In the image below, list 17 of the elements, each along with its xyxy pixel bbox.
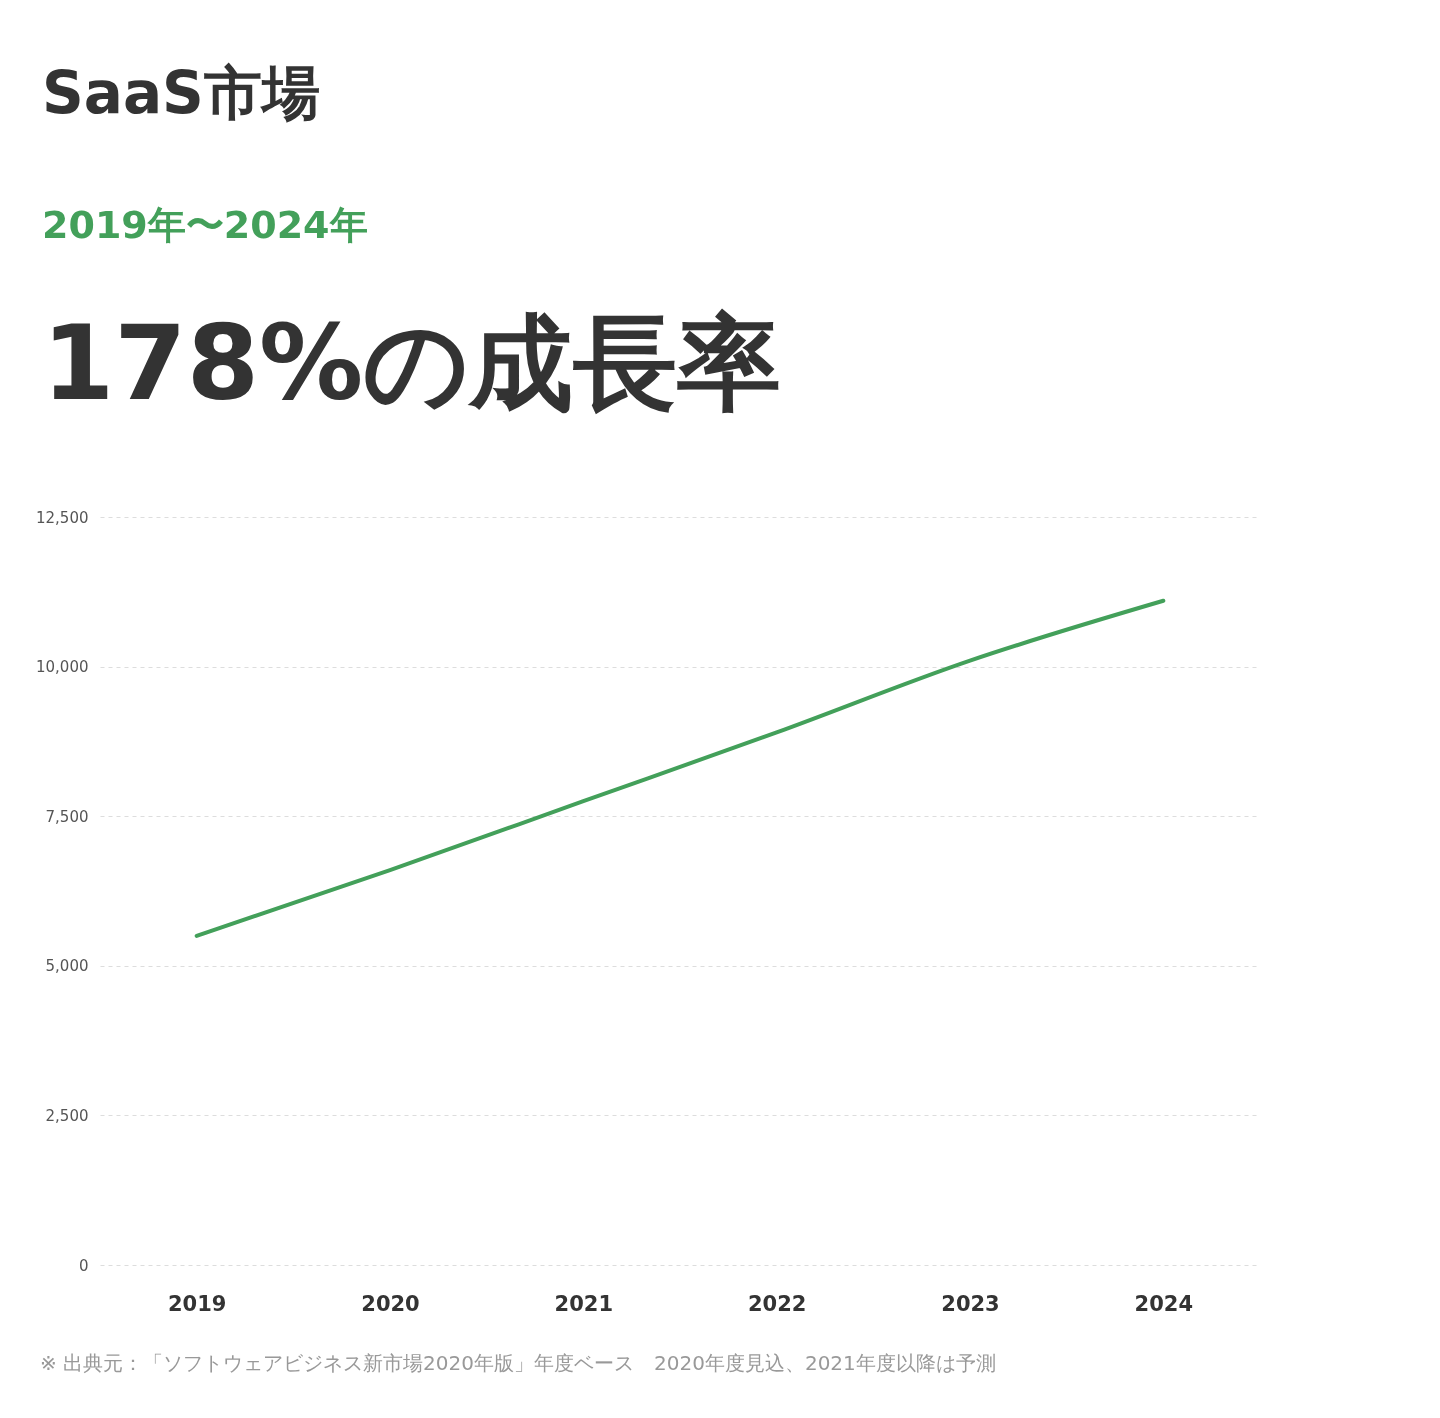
y-tick-label: 10,000 bbox=[36, 658, 89, 677]
chart-title: SaaS市場 bbox=[42, 58, 320, 129]
text: 178%の成長率 bbox=[42, 301, 782, 426]
y-tick-label: 2,500 bbox=[45, 1106, 89, 1125]
x-tick-label: 2022 bbox=[747, 1291, 807, 1316]
y-tick-label: 0 bbox=[78, 1256, 89, 1275]
chart-subtitle: 2019年〜2024年 bbox=[42, 202, 368, 249]
x-tick-label: 2019 bbox=[167, 1291, 227, 1316]
x-tick-label: 2023 bbox=[941, 1291, 1000, 1316]
x-tick-label: 2024 bbox=[1134, 1291, 1194, 1316]
x-tick-label: 2021 bbox=[554, 1291, 614, 1316]
y-tick-label: 12,500 bbox=[36, 508, 89, 527]
y-tick-label: 5,000 bbox=[45, 957, 89, 976]
text: ※ 出典元：「ソフトウェアビジネス新市場2020年版」年度ベース 2020年度見込、2021年度以降は予測 bbox=[40, 1350, 996, 1377]
y-tick-label: 7,500 bbox=[45, 807, 89, 826]
x-tick-label: 2020 bbox=[361, 1291, 420, 1316]
line-series bbox=[194, 598, 1166, 938]
